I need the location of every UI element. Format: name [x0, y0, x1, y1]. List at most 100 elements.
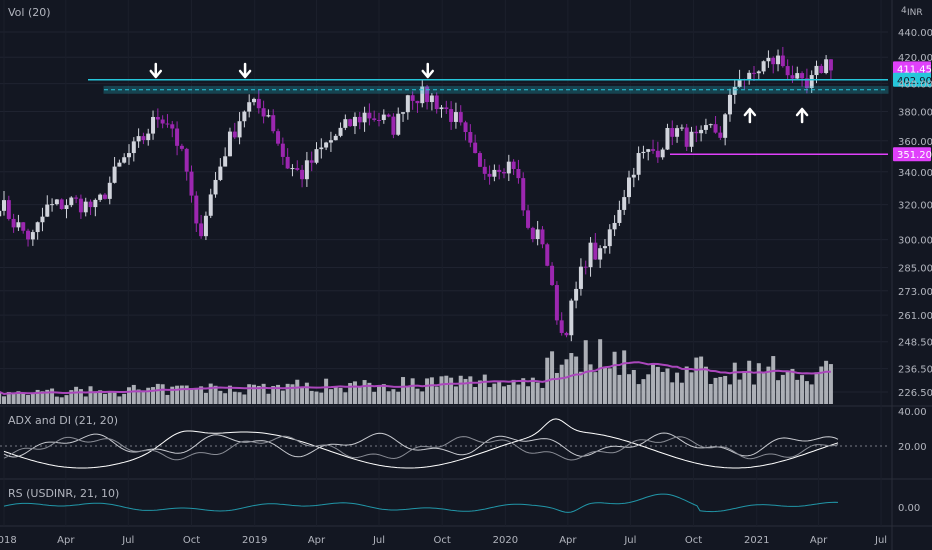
candle-body: [252, 98, 256, 103]
volume-bar: [780, 374, 785, 404]
price-tick-label: 360.00: [898, 137, 932, 148]
candle-body: [266, 115, 271, 117]
volume-bar: [131, 384, 136, 404]
resistance-price-badge-text: 402.90: [897, 76, 932, 87]
volume-bar: [141, 390, 146, 404]
volume-bar: [314, 391, 319, 404]
volume-bar: [26, 394, 31, 404]
candle-body: [559, 320, 564, 333]
candle-body: [771, 57, 776, 65]
volume-bar: [526, 386, 531, 404]
candle-body: [83, 201, 88, 213]
candle-body: [26, 230, 31, 240]
candle-body: [468, 132, 473, 143]
price-tick-label: 340.00: [898, 168, 932, 179]
volume-bar: [569, 353, 574, 404]
down-arrow-icon: [421, 62, 435, 79]
volume-bar: [439, 376, 444, 404]
volume-bar: [766, 366, 771, 404]
candle-body: [102, 194, 107, 199]
candle-body: [540, 229, 545, 245]
rs-tick-label: 0.00: [898, 503, 920, 514]
volume-bar: [771, 356, 776, 404]
candle-body: [665, 127, 670, 150]
volume-bar: [737, 379, 742, 404]
volume-bar: [102, 393, 107, 404]
volume-bar: [184, 385, 189, 404]
volume-bar: [179, 385, 184, 404]
volume-bar: [237, 392, 242, 404]
candle-body: [199, 223, 204, 237]
time-tick-label: Jul: [372, 535, 385, 546]
volume-bar: [622, 350, 627, 404]
volume-bar: [98, 390, 103, 404]
candle-body: [314, 149, 319, 163]
candle-body: [415, 100, 420, 104]
volume-bar: [0, 391, 2, 404]
price-tick-label: 285.00: [898, 263, 932, 274]
candle-body: [502, 171, 506, 174]
volume-bar: [21, 393, 26, 404]
volume-bar: [194, 387, 199, 404]
volume-bar: [727, 384, 732, 404]
volume-bar: [54, 396, 59, 404]
volume-bar: [631, 369, 636, 404]
volume-bar: [521, 378, 526, 404]
volume-bar: [203, 392, 208, 404]
volume-bar: [2, 396, 6, 404]
candle-body: [117, 162, 122, 167]
volume-bar: [324, 378, 329, 404]
down-arrow-icon: [238, 62, 252, 79]
candle-body: [723, 114, 728, 138]
volume-bar: [824, 360, 829, 404]
volume-bar: [300, 387, 305, 404]
volume-bar: [598, 339, 603, 404]
candle-body: [444, 107, 449, 110]
volume-bar: [276, 384, 281, 404]
volume-bar: [502, 386, 506, 404]
volume-bar: [627, 374, 631, 404]
volume-bar: [252, 384, 256, 404]
candle-body: [372, 118, 377, 120]
candle-body: [21, 222, 26, 231]
candle-body: [155, 116, 160, 120]
volume-bar: [535, 382, 540, 404]
candle-body: [40, 216, 45, 223]
candle-body: [804, 78, 809, 88]
volume-bar: [122, 393, 127, 404]
time-tick-label: Jul: [874, 535, 887, 546]
volume-bar: [660, 371, 665, 404]
axes: 440.00 420.00 400.00 380.00 360.00 340.00 320.…: [0, 28, 932, 546]
volume-bar: [684, 366, 689, 404]
candle-body: [170, 124, 175, 129]
volume-bar: [497, 381, 502, 404]
volume-bar: [434, 386, 439, 404]
candle-body: [487, 173, 492, 177]
volume-bar: [74, 386, 79, 404]
adx-tick-label: 20.00: [898, 442, 927, 453]
candle-body: [761, 61, 766, 72]
volume-bar: [59, 397, 64, 404]
volume-bar: [453, 386, 458, 404]
candle-body: [670, 127, 675, 137]
adx-line: [3, 418, 839, 469]
volume-bar: [304, 382, 309, 404]
candle-body: [530, 227, 535, 240]
volume-pane-label: Vol (20): [8, 6, 51, 19]
candle-body: [64, 205, 69, 210]
volume-bar: [343, 392, 348, 404]
volume-bar: [367, 382, 372, 404]
candle-body: [88, 201, 93, 208]
candle-body: [146, 133, 151, 141]
candle-body: [703, 125, 708, 130]
volume-bar: [511, 379, 516, 404]
volume-bar: [742, 371, 747, 404]
volume-bar: [564, 359, 569, 404]
volume-bar: [506, 384, 511, 404]
currency-prefix: 4: [901, 6, 907, 16]
candle-body: [631, 174, 636, 178]
volume-bar: [776, 380, 781, 404]
candle-body: [602, 246, 607, 249]
